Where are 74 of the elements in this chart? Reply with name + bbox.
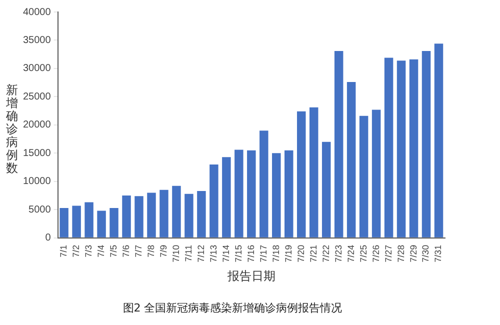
x-tick-label: 7/16 xyxy=(246,244,256,262)
y-axis-title: 新增确诊病例数 xyxy=(6,83,19,175)
y-tick-label: 10000 xyxy=(22,176,52,188)
bar xyxy=(97,210,106,238)
x-tick-label: 7/23 xyxy=(333,244,344,262)
x-tick-label: 7/2 xyxy=(71,244,82,258)
x-tick-label: 7/18 xyxy=(270,244,281,262)
x-tick-label: 7/31 xyxy=(433,244,444,262)
bar xyxy=(122,196,131,238)
x-tick-label: 7/12 xyxy=(196,244,206,262)
bar xyxy=(334,50,344,238)
x-tick-label: 7/21 xyxy=(308,244,318,262)
x-tick-label: 7/26 xyxy=(370,244,381,262)
y-tick-label: 15000 xyxy=(22,148,52,159)
bar xyxy=(409,59,418,238)
y-tick-label: 30000 xyxy=(22,63,52,74)
bar xyxy=(60,208,68,238)
bar xyxy=(84,202,94,238)
x-tick-label: 7/9 xyxy=(158,244,168,258)
y-tick-label: 40000 xyxy=(22,6,52,18)
bar xyxy=(247,150,256,238)
bar xyxy=(384,58,394,238)
x-tick-label: 7/20 xyxy=(296,244,306,262)
bar xyxy=(346,82,356,238)
x-tick-label: 7/11 xyxy=(183,244,194,262)
bar xyxy=(309,107,318,238)
x-tick-label: 7/19 xyxy=(283,244,294,262)
bar xyxy=(260,130,268,238)
y-tick-label: 25000 xyxy=(22,91,52,102)
y-tick-label: 20000 xyxy=(22,120,52,131)
x-tick-label: 7/13 xyxy=(208,244,218,262)
x-tick-label: 7/30 xyxy=(420,244,431,262)
x-tick-label: 7/6 xyxy=(120,244,131,258)
x-tick-label: 7/4 xyxy=(96,244,106,258)
x-tick-label: 7/3 xyxy=(84,244,94,258)
bar xyxy=(284,150,294,238)
bar xyxy=(359,116,368,238)
bar xyxy=(296,111,306,238)
x-tick-label: 7/25 xyxy=(358,244,368,262)
bar xyxy=(396,60,406,238)
bar xyxy=(134,196,144,238)
bar xyxy=(234,150,244,238)
bar xyxy=(110,208,118,238)
bar xyxy=(422,50,431,238)
x-tick-label: 7/27 xyxy=(383,244,394,262)
bar xyxy=(222,157,231,238)
x-tick-label: 7/28 xyxy=(396,244,406,262)
x-tick-label: 7/10 xyxy=(170,244,181,262)
bar xyxy=(372,110,381,238)
bar xyxy=(197,191,206,238)
x-tick-label: 7/1 xyxy=(58,244,69,258)
bar xyxy=(160,190,168,238)
bar xyxy=(210,164,218,238)
bar xyxy=(72,206,81,238)
x-axis-title: 报告日期 xyxy=(226,268,276,283)
x-tick-label: 7/7 xyxy=(133,244,144,258)
x-tick-label: 7/8 xyxy=(146,244,156,258)
bar xyxy=(322,142,331,238)
bar xyxy=(272,153,281,238)
bar xyxy=(184,194,194,238)
x-tick-label: 7/15 xyxy=(233,244,244,262)
x-tick-label: 7/22 xyxy=(320,244,331,262)
x-tick-label: 7/5 xyxy=(108,244,118,258)
y-tick-label: 0 xyxy=(45,232,52,244)
x-tick-label: 7/29 xyxy=(408,244,418,262)
bar xyxy=(147,192,156,238)
bar xyxy=(172,186,181,238)
x-tick-label: 7/17 xyxy=(258,244,268,262)
text: 图2 全国新冠病毒感染新增确诊病例报告情况 xyxy=(122,301,342,314)
y-tick-label: 35000 xyxy=(22,34,52,46)
bar xyxy=(434,44,444,238)
y-tick-label: 5000 xyxy=(28,204,52,216)
x-tick-label: 7/24 xyxy=(346,244,356,262)
x-tick-label: 7/14 xyxy=(220,244,231,262)
